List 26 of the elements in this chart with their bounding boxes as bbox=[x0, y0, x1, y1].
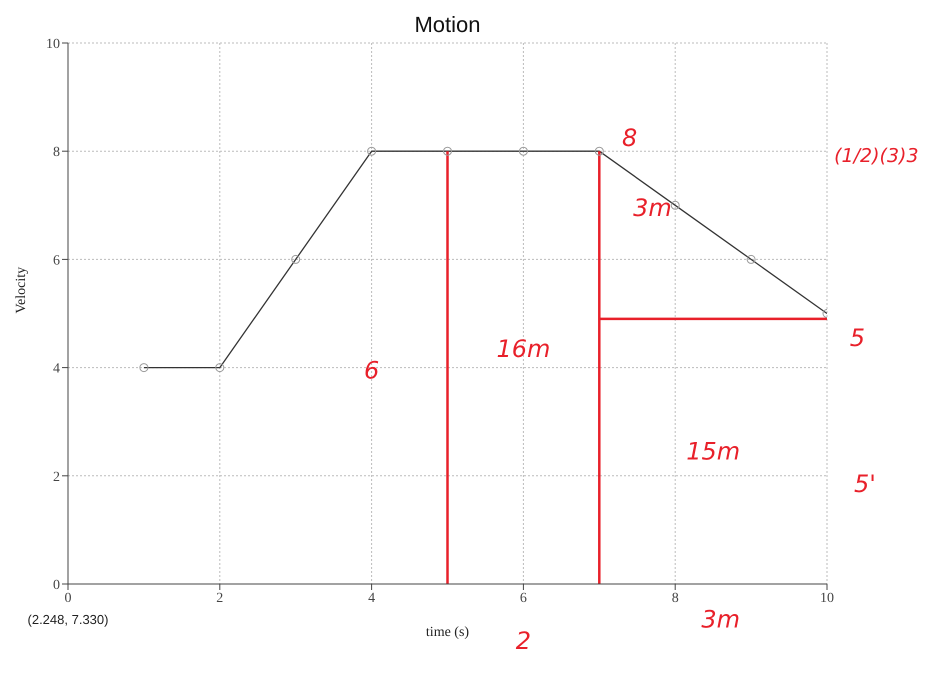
text: 5' bbox=[854, 470, 876, 498]
text: 2 bbox=[516, 626, 532, 655]
annotation: 16m bbox=[496, 334, 550, 363]
y-tick-label: 8 bbox=[53, 145, 60, 160]
y-tick-label: 6 bbox=[53, 253, 60, 268]
annotation: 15m bbox=[686, 438, 740, 466]
y-axis-title: Velocity bbox=[14, 266, 29, 314]
annotation: 3m bbox=[633, 194, 672, 222]
x-tick-label: 6 bbox=[520, 590, 527, 606]
annotation: 8 bbox=[622, 124, 638, 152]
text: (2.248, 7.330) bbox=[28, 612, 108, 627]
y-tick-label: 2 bbox=[53, 470, 60, 485]
x-tick-label: 0 bbox=[64, 590, 72, 606]
text: 5 bbox=[850, 324, 865, 352]
text: (1/2)(3)3 bbox=[834, 145, 919, 168]
x-tick-label: 2 bbox=[216, 590, 224, 606]
y-tick-label: 10 bbox=[46, 36, 60, 52]
text: 3m bbox=[701, 605, 740, 634]
y-tick-label: 0 bbox=[53, 578, 60, 593]
y-tick-label: 4 bbox=[53, 362, 60, 377]
x-tick-label: 4 bbox=[368, 590, 376, 606]
chart-title: Motion bbox=[414, 12, 481, 37]
annotation: 6 bbox=[364, 356, 380, 384]
x-tick-label: 8 bbox=[672, 590, 679, 606]
x-axis-title: time (s) bbox=[426, 625, 470, 640]
x-tick-label: 10 bbox=[820, 590, 834, 606]
